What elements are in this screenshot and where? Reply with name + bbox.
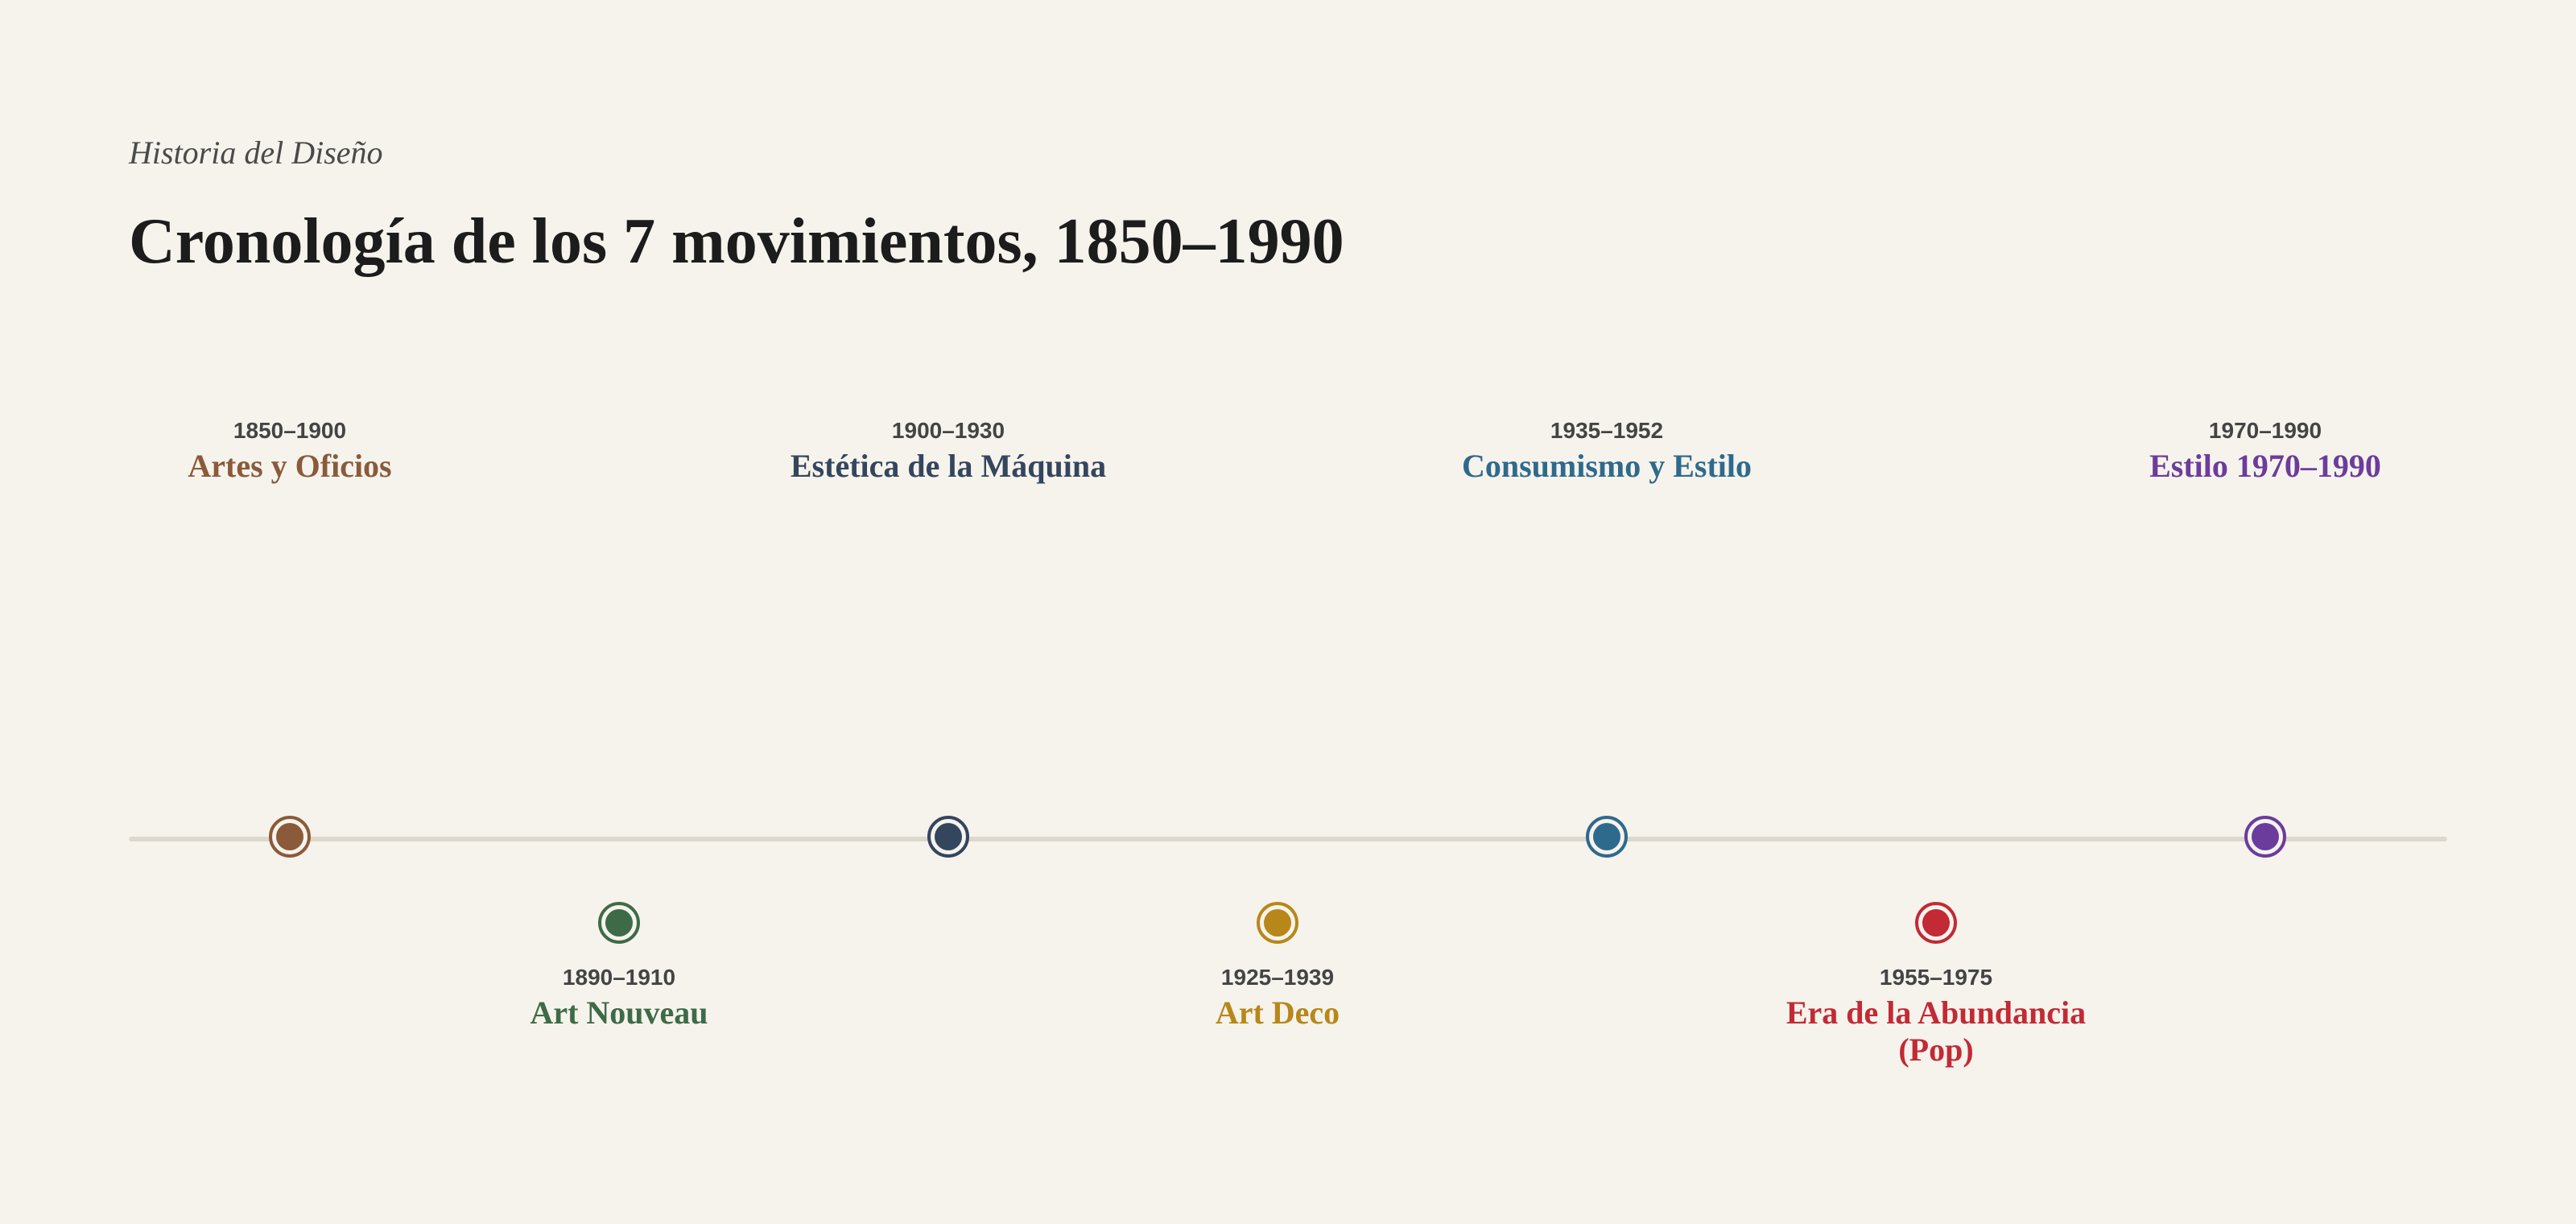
event-label: 1970–1990 Estilo 1970–1990	[2088, 417, 2442, 485]
event-name: Estética de la Máquina	[790, 447, 1107, 484]
event-years: 1925–1939	[1220, 965, 1335, 990]
event-name: Art Deco	[1215, 994, 1340, 1031]
event-marker	[1257, 902, 1298, 944]
event-marker-dot	[1922, 909, 1950, 937]
event-name: Artes y Oficios	[188, 447, 392, 484]
event-marker-dot	[2252, 823, 2279, 850]
event-label: 1935–1952 Consumismo y Estilo	[1430, 417, 1784, 485]
event-years: 1900–1930	[891, 418, 1005, 443]
event-years: 1955–1975	[1879, 965, 1993, 990]
event-marker	[927, 816, 969, 858]
header: Historia del Diseño Cronología de los 7 …	[129, 134, 1344, 277]
event-name: Estilo 1970–1990	[2149, 447, 2381, 484]
event-marker	[1915, 902, 1957, 944]
timeline-axis	[129, 837, 2447, 842]
event-years: 1890–1910	[562, 965, 676, 990]
event-marker	[269, 816, 311, 858]
event-marker	[598, 902, 640, 944]
event-marker	[1586, 816, 1628, 858]
event-label: 1900–1930 Estética de la Máquina	[771, 417, 1125, 485]
event-label: 1890–1910 Art Nouveau	[442, 964, 796, 1032]
event-name: Era de la Abundancia (Pop)	[1785, 994, 2087, 1068]
event-marker-dot	[276, 823, 303, 850]
event-name: Art Nouveau	[530, 994, 708, 1031]
event-years: 1970–1990	[2208, 418, 2322, 443]
event-marker-dot	[935, 823, 962, 850]
event-marker-dot	[1264, 909, 1291, 937]
event-label: 1925–1939 Art Deco	[1100, 964, 1455, 1032]
page-title: Cronología de los 7 movimientos, 1850–19…	[129, 206, 1344, 277]
event-marker-dot	[605, 909, 633, 937]
event-marker-dot	[1593, 823, 1620, 850]
event-marker	[2244, 816, 2286, 858]
event-years: 1850–1900	[233, 418, 347, 443]
event-name: Consumismo y Estilo	[1461, 447, 1752, 484]
event-label: 1850–1900 Artes y Oficios	[113, 417, 467, 485]
event-years: 1935–1952	[1550, 418, 1664, 443]
event-label: 1955–1975 Era de la Abundancia (Pop)	[1759, 964, 2113, 1069]
subtitle: Historia del Diseño	[129, 134, 383, 171]
